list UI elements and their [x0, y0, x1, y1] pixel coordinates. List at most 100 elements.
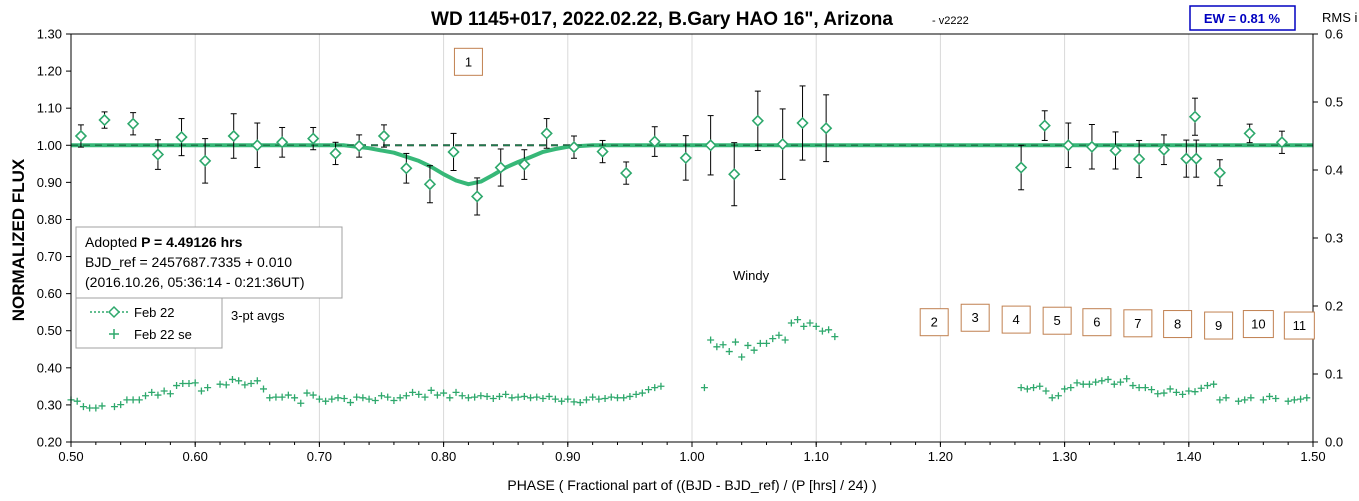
annotation-box: 10 [1242, 310, 1274, 339]
flux-marker [400, 162, 413, 175]
y-tick-label: 1.20 [37, 64, 62, 79]
y2-tick-label: 0.3 [1325, 231, 1343, 246]
x-tick-label: 0.90 [555, 449, 580, 464]
annotation-box-frame [1082, 308, 1112, 337]
flux-point [1085, 124, 1099, 170]
flux-point [820, 94, 833, 163]
annotation-box-frame [1123, 309, 1153, 338]
rms-point [173, 382, 181, 390]
rms-point [1160, 389, 1168, 397]
rms-point [731, 338, 739, 346]
rms-point [800, 322, 808, 330]
flux-marker [447, 145, 460, 159]
flux-marker [820, 122, 833, 135]
flux-marker [620, 166, 633, 180]
flux-point [620, 161, 633, 185]
model-curve [71, 143, 1313, 187]
rms-point [415, 390, 423, 398]
rms-point [334, 394, 342, 402]
x-axis-label: PHASE ( Fractional part of ((BJD - BJD_r… [507, 477, 876, 493]
rms-point [402, 392, 410, 400]
rms-point [564, 395, 572, 403]
rms-point [446, 394, 454, 402]
rms-point [1290, 396, 1298, 404]
rms-point [1079, 380, 1087, 388]
rms-point [775, 331, 783, 339]
flux-marker [540, 127, 553, 140]
rms-point [421, 393, 429, 401]
flux-marker [1180, 152, 1193, 165]
annotation-box-label: 3 [972, 310, 979, 325]
annotation-box-frame [1042, 306, 1072, 335]
rms-point [322, 397, 330, 405]
rms-point [204, 384, 212, 392]
x-tick-label: 0.80 [431, 449, 456, 464]
rms-point [154, 391, 162, 399]
rms-point [744, 341, 752, 349]
flux-marker [1190, 152, 1203, 165]
y2-tick-label: 0.5 [1325, 95, 1343, 110]
rms-point [409, 388, 417, 396]
flux-marker [199, 154, 212, 167]
rms-point [1191, 388, 1199, 396]
rms-point [613, 394, 621, 402]
y-tick-label: 0.70 [37, 249, 62, 264]
rms-point [129, 396, 137, 404]
rms-point [353, 393, 361, 401]
flux-marker [151, 148, 165, 161]
rms-point [142, 392, 150, 400]
rms-point [471, 393, 479, 401]
rms-point [328, 395, 336, 403]
y-tick-label: 0.60 [37, 286, 62, 301]
flux-point [251, 122, 264, 169]
flux-marker [518, 158, 531, 171]
rms-point [1110, 380, 1118, 388]
rms-point [1210, 380, 1218, 388]
annotation-box-label: 1 [465, 54, 472, 69]
x-tick-label: 0.70 [307, 449, 332, 464]
rms-point [812, 322, 820, 330]
legend: Feb 22 Feb 22 se [75, 297, 223, 349]
annotation-box-label: 6 [1093, 315, 1100, 330]
rms-point [179, 380, 187, 388]
annotation-box-frame [1242, 310, 1274, 339]
rms-point [806, 319, 814, 327]
flux-point [1213, 159, 1226, 187]
x-tick-label: 1.40 [1176, 449, 1201, 464]
info-line-1: Adopted P = 4.49126 hrs [85, 234, 243, 250]
flux-point [1180, 139, 1193, 178]
rms-point [719, 341, 727, 349]
x-tick-label: 1.50 [1300, 449, 1325, 464]
rms-point [247, 380, 255, 388]
annotation-box: 7 [1123, 309, 1153, 338]
rms-point [520, 392, 528, 400]
y2-tick-label: 0.1 [1325, 367, 1343, 382]
rms-point [539, 394, 547, 402]
y-tick-label: 0.50 [37, 323, 62, 338]
annotation-box-label: 9 [1215, 318, 1222, 333]
flux-marker [1014, 161, 1028, 174]
rms-point [346, 399, 354, 407]
chart-title: WD 1145+017, 2022.02.22, B.Gary HAO 16",… [431, 9, 893, 30]
rms-point [1216, 396, 1224, 404]
annotation-box-label: 5 [1054, 313, 1061, 328]
flux-point [596, 139, 609, 164]
rms-point [228, 375, 236, 383]
y-tick-label: 0.80 [37, 212, 62, 227]
rms-point [551, 395, 559, 403]
rms-point [738, 353, 746, 361]
flux-marker [494, 161, 507, 174]
rms-point [1297, 395, 1305, 403]
rms-point [79, 403, 87, 411]
legend-plus-icon [109, 329, 119, 339]
rms-point [576, 399, 584, 407]
rms-point [570, 398, 578, 406]
y-axis-label: NORMALIZED FLUX [9, 158, 28, 321]
rms-point [1104, 375, 1112, 383]
rms-point [1067, 384, 1075, 392]
rms-point [1023, 385, 1031, 393]
annotation-box: 2 [919, 308, 949, 337]
y-tick-label: 0.40 [37, 360, 62, 375]
rms-point [533, 393, 541, 401]
